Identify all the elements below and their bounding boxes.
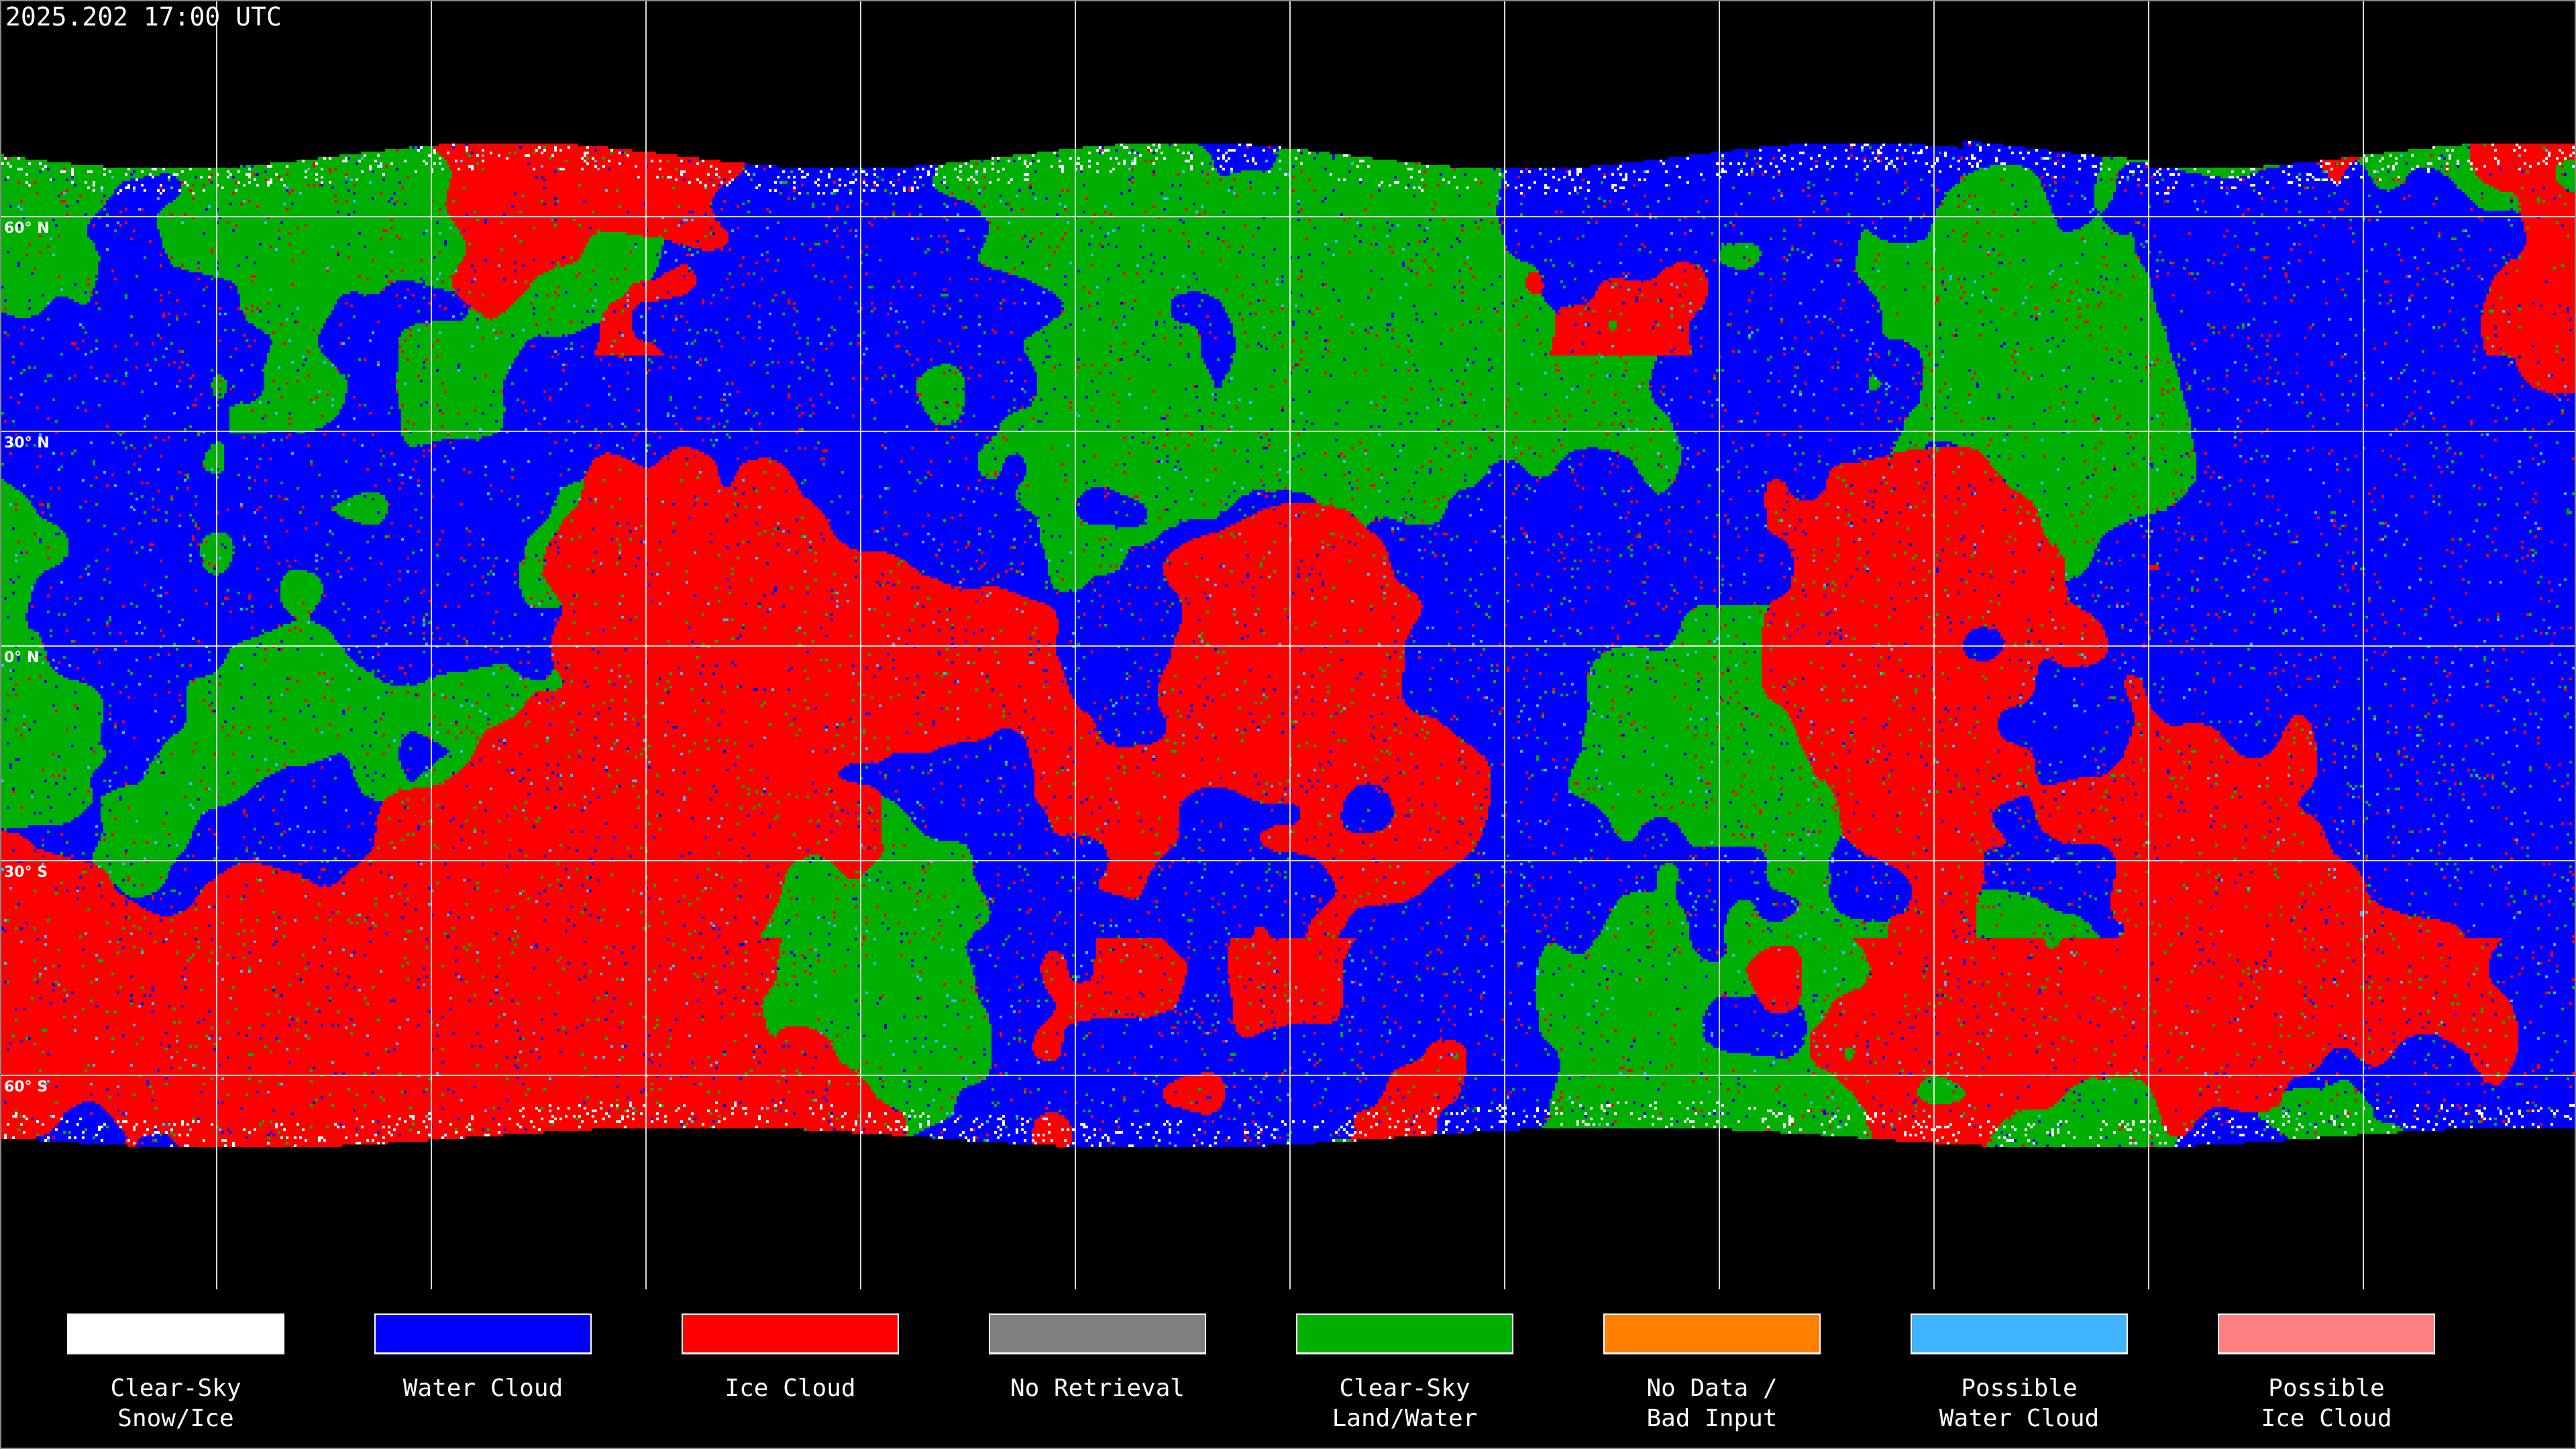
lat-label-30n: 30° N — [4, 435, 50, 451]
latitude-gridline — [1, 1075, 2575, 1076]
legend-item-possible-water-cloud: Possible Water Cloud — [1911, 1313, 2128, 1434]
legend-swatch — [1911, 1313, 2128, 1354]
legend-item-ice-cloud: Ice Cloud — [682, 1313, 899, 1403]
legend-item-clear-sky-snow-ice: Clear-Sky Snow/Ice — [67, 1313, 284, 1434]
latitude-gridline — [1, 431, 2575, 432]
legend-label: Ice Cloud — [2261, 1405, 2392, 1432]
legend-label: Land/Water — [1332, 1405, 1478, 1432]
latitude-gridline — [1, 645, 2575, 647]
legend-label: Water Cloud — [402, 1375, 564, 1402]
legend-label: No Data / — [1646, 1375, 1778, 1402]
legend-item-water-cloud: Water Cloud — [374, 1313, 592, 1403]
legend-swatch — [2218, 1313, 2435, 1354]
legend-swatch — [682, 1313, 899, 1354]
legend-swatch — [1296, 1313, 1513, 1354]
legend-swatch — [67, 1313, 284, 1354]
legend-label: Clear-Sky — [1339, 1375, 1470, 1402]
legend-item-possible-ice-cloud: Possible Ice Cloud — [2218, 1313, 2435, 1434]
legend-label: Snow/Ice — [117, 1405, 234, 1432]
latitude-gridline — [1, 216, 2575, 217]
legend-label: Ice Cloud — [724, 1375, 856, 1402]
legend-item-no-data-bad-input: No Data / Bad Input — [1603, 1313, 1821, 1434]
legend-label: Possible — [1961, 1375, 2078, 1402]
lat-label-60n: 60° N — [4, 220, 50, 237]
lat-label-60s: 60° S — [4, 1079, 48, 1095]
latitude-gridline — [1, 860, 2575, 861]
legend-item-no-retrieval: No Retrieval — [989, 1313, 1206, 1403]
timestamp-title: 2025.202 17:00 UTC — [5, 2, 282, 32]
legend-label: Possible — [2268, 1375, 2385, 1402]
legend-swatch — [1603, 1313, 1821, 1354]
legend-item-clear-sky-land-water: Clear-Sky Land/Water — [1296, 1313, 1513, 1434]
legend-swatch — [374, 1313, 592, 1354]
lat-label-equator: 0° N — [4, 649, 40, 666]
legend-label: Bad Input — [1646, 1405, 1778, 1432]
legend-label: Clear-Sky — [110, 1375, 241, 1402]
legend-label: Water Cloud — [1939, 1405, 2100, 1432]
lat-label-30s: 30° S — [4, 864, 48, 881]
legend-label: No Retrieval — [1010, 1375, 1185, 1402]
legend-swatch — [989, 1313, 1206, 1354]
